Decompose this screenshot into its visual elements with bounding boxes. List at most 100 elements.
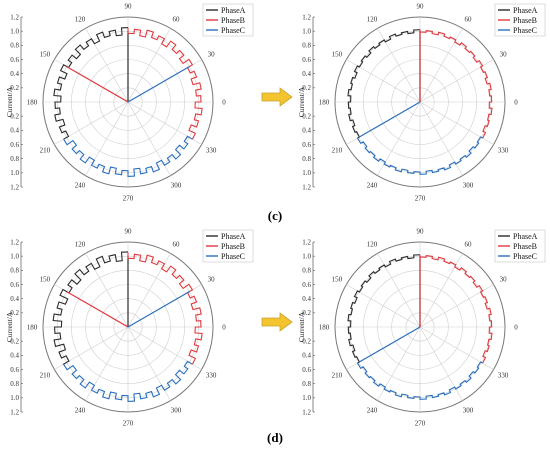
radial-tick-label: 0.8 xyxy=(10,155,19,163)
angle-tick-label: 300 xyxy=(171,182,182,190)
radial-tick-label: 0.6 xyxy=(302,366,311,374)
radial-tick-label: 0.2 xyxy=(302,84,311,92)
radial-tick-label: 0.6 xyxy=(10,56,19,64)
radial-tick-label: 0.2 xyxy=(302,337,311,345)
angle-tick-label: 270 xyxy=(123,420,134,428)
angle-tick-label: 180 xyxy=(27,324,38,332)
radial-tick-label: 0.8 xyxy=(10,42,19,50)
radial-tick-label: 0.8 xyxy=(10,267,19,275)
angle-tick-label: 0 xyxy=(514,99,518,107)
series-arc-PhaseB xyxy=(127,252,203,365)
angle-tick-label: 180 xyxy=(319,99,330,107)
radial-tick-label: 0.4 xyxy=(302,127,311,135)
angle-tick-label: 60 xyxy=(465,15,473,23)
legend-label-PhaseA: PhaseA xyxy=(221,232,246,241)
angle-tick-label: 240 xyxy=(367,182,378,190)
ylabel: Current/A xyxy=(297,311,306,342)
angle-tick-label: 240 xyxy=(75,182,86,190)
series-spoke-PhaseC xyxy=(127,291,190,328)
angle-tick-label: 150 xyxy=(332,51,343,59)
radial-tick-label: 1.0 xyxy=(302,394,311,402)
series-arc-PhaseA xyxy=(52,251,129,365)
angle-tick-label: 180 xyxy=(27,99,38,107)
legend-label-PhaseC: PhaseC xyxy=(221,252,245,261)
grid-spoke xyxy=(377,326,421,401)
series-spoke-PhaseC xyxy=(358,101,421,138)
angle-tick-label: 30 xyxy=(208,276,216,284)
radial-tick-label: 1.0 xyxy=(302,169,311,177)
caption-c: (c) xyxy=(268,208,282,223)
angle-tick-label: 120 xyxy=(367,240,378,248)
grid-spoke xyxy=(377,253,421,328)
angle-tick-label: 210 xyxy=(332,372,343,380)
angle-tick-label: 0 xyxy=(222,324,226,332)
legend-label-PhaseA: PhaseA xyxy=(221,6,246,15)
radial-tick-label: 1.2 xyxy=(302,183,311,191)
series-arc-PhaseB xyxy=(127,27,203,140)
series-arc-PhaseC xyxy=(63,135,193,177)
radial-tick-label: 0.2 xyxy=(10,84,19,92)
radial-tick-label: 0.2 xyxy=(10,309,19,317)
legend-label-PhaseC: PhaseC xyxy=(513,26,537,35)
series-arc-PhaseC xyxy=(356,136,483,175)
angle-tick-label: 30 xyxy=(208,51,216,59)
radial-tick-label: 0.2 xyxy=(10,337,19,345)
angle-tick-label: 90 xyxy=(417,3,425,11)
legend-label-PhaseA: PhaseA xyxy=(513,232,538,241)
radial-tick-label: 0.6 xyxy=(10,141,19,149)
series-spoke-PhaseC xyxy=(127,66,190,103)
radial-tick-label: 0.4 xyxy=(302,295,311,303)
radial-tick-label: 0.8 xyxy=(302,267,311,275)
angle-tick-label: 270 xyxy=(415,420,426,428)
legend-label-PhaseA: PhaseA xyxy=(513,6,538,15)
angle-tick-label: 210 xyxy=(332,147,343,155)
angle-tick-label: 90 xyxy=(417,228,425,236)
radial-tick-label: 1.2 xyxy=(10,238,19,246)
radial-tick-label: 0.2 xyxy=(302,309,311,317)
grid-spoke xyxy=(377,101,421,176)
series-arc-PhaseC xyxy=(356,361,483,400)
angle-tick-label: 30 xyxy=(500,51,508,59)
radial-tick-label: 0.4 xyxy=(10,295,19,303)
ylabel: Current/A xyxy=(5,311,14,342)
legend-label-PhaseC: PhaseC xyxy=(221,26,245,35)
transition-arrow-icon xyxy=(261,87,293,107)
ylabel: Current/A xyxy=(5,86,14,117)
legend-label-PhaseB: PhaseB xyxy=(221,242,245,251)
radial-tick-label: 0.4 xyxy=(10,70,19,78)
legend-label-PhaseC: PhaseC xyxy=(513,252,537,261)
polar-chart-2: 0 30 60 90 120 150 180 210 240 270 300 330 1.2 1.0 0.8… xyxy=(297,3,546,203)
series-spoke-PhaseC xyxy=(358,326,421,363)
angle-tick-label: 330 xyxy=(206,372,217,380)
angle-tick-label: 210 xyxy=(40,147,51,155)
radial-tick-label: 0.6 xyxy=(302,281,311,289)
radial-tick-label: 0.4 xyxy=(10,352,19,360)
polar-chart-1: 0 30 60 90 120 150 180 210 240 270 300 330 1.2 1.0 0.8… xyxy=(5,3,254,203)
angle-tick-label: 240 xyxy=(75,407,86,415)
series-spoke-PhaseB xyxy=(66,291,129,328)
radial-tick-label: 0.2 xyxy=(10,112,19,120)
radial-tick-label: 0.8 xyxy=(10,380,19,388)
radial-tick-label: 1.2 xyxy=(302,238,311,246)
radial-tick-label: 1.0 xyxy=(10,394,19,402)
grid-spoke xyxy=(419,253,463,328)
angle-tick-label: 90 xyxy=(125,3,133,11)
angle-tick-label: 330 xyxy=(498,147,509,155)
series-arc-PhaseB xyxy=(419,254,493,364)
angle-tick-label: 330 xyxy=(498,372,509,380)
radial-tick-label: 1.2 xyxy=(10,408,19,416)
grid-spoke xyxy=(419,28,463,103)
legend-label-PhaseB: PhaseB xyxy=(513,242,537,251)
radial-tick-label: 1.0 xyxy=(10,252,19,260)
radial-tick-label: 1.2 xyxy=(302,408,311,416)
angle-tick-label: 60 xyxy=(465,240,473,248)
polar-chart-3: 0 30 60 90 120 150 180 210 240 270 300 330 1.2 1.0 0.8… xyxy=(5,228,254,428)
angle-tick-label: 60 xyxy=(173,15,181,23)
angle-tick-label: 0 xyxy=(514,324,518,332)
caption-d: (d) xyxy=(267,430,283,445)
radial-tick-label: 1.2 xyxy=(302,13,311,21)
angle-tick-label: 60 xyxy=(173,240,181,248)
